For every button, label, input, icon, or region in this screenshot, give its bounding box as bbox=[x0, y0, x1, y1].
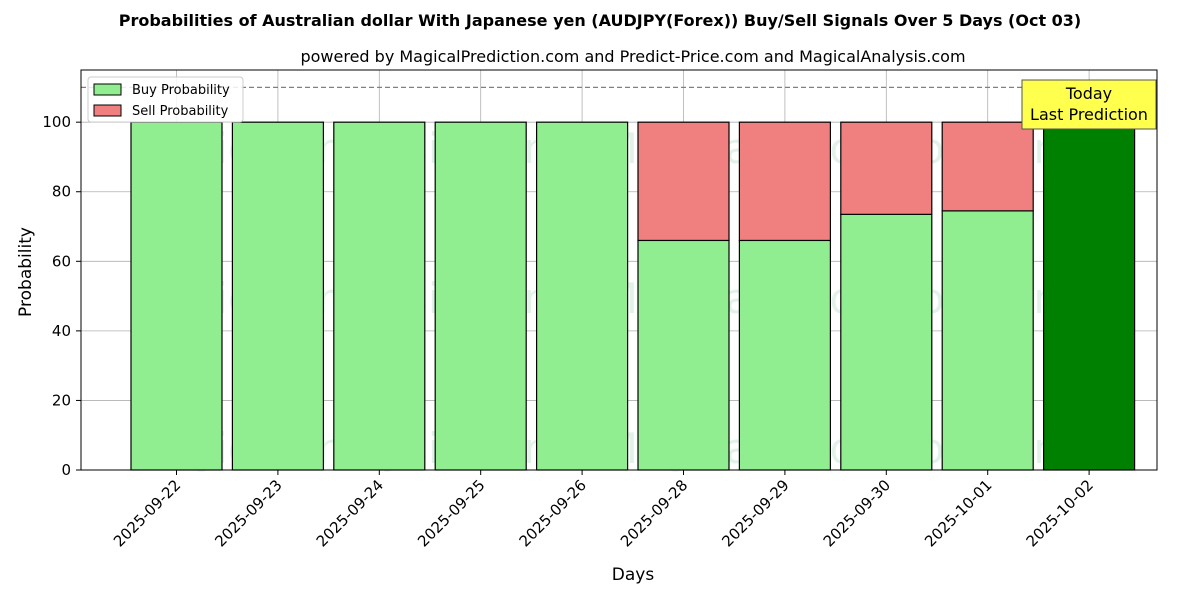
y-tick-label: 20 bbox=[52, 391, 71, 409]
bar-buy bbox=[434, 121, 527, 471]
annotation-text: Today bbox=[1065, 84, 1112, 103]
y-tick-label: 40 bbox=[52, 322, 71, 340]
x-tick-label: 2025-09-25 bbox=[414, 476, 488, 550]
legend: Buy Probability Sell Probability bbox=[87, 76, 244, 123]
x-tick-label: 2025-09-30 bbox=[820, 476, 894, 550]
y-tick-label: 60 bbox=[52, 252, 71, 270]
legend-label: Sell Probability bbox=[132, 104, 229, 119]
legend-box bbox=[87, 76, 244, 123]
bar-sell bbox=[637, 121, 730, 242]
bar-buy bbox=[738, 239, 832, 471]
plot-area: MagicalAnalysis.comMagicalPrediction.com… bbox=[42, 69, 1158, 550]
bar-sell bbox=[840, 121, 933, 215]
plot-frame bbox=[80, 69, 1158, 471]
x-axis-label: Days bbox=[612, 565, 655, 585]
today-annotation: Today Last Prediction bbox=[1021, 79, 1157, 130]
x-tick-label: 2025-09-22 bbox=[110, 476, 184, 550]
bar-buy bbox=[333, 121, 426, 471]
y-tick-label: 0 bbox=[61, 461, 71, 479]
x-tick-label: 2025-09-28 bbox=[617, 476, 691, 550]
y-tick-label: 80 bbox=[52, 183, 71, 201]
bar-buy bbox=[1042, 121, 1136, 471]
x-tick-label: 2025-09-26 bbox=[516, 476, 590, 550]
legend-swatch bbox=[93, 104, 122, 117]
annotation-box bbox=[1021, 79, 1157, 130]
bar-sell bbox=[941, 121, 1034, 212]
bar-sell bbox=[738, 121, 832, 242]
bar-buy bbox=[637, 239, 730, 471]
x-tick-label: 2025-10-01 bbox=[921, 476, 995, 550]
bar-buy bbox=[941, 210, 1034, 471]
annotation-text: Last Prediction bbox=[1030, 105, 1148, 124]
bar-buy bbox=[840, 213, 933, 471]
x-tick-label: 2025-09-29 bbox=[718, 476, 792, 550]
chart-subtitle: powered by MagicalPrediction.com and Pre… bbox=[300, 47, 965, 66]
bar-buy bbox=[535, 121, 629, 471]
legend-swatch bbox=[93, 83, 122, 96]
y-axis-label: Probability bbox=[16, 227, 36, 317]
bar-buy bbox=[130, 121, 223, 471]
x-tick-label: 2025-09-24 bbox=[313, 476, 387, 550]
chart-title: Probabilities of Australian dollar With … bbox=[119, 11, 1082, 30]
legend-label: Buy Probability bbox=[132, 83, 230, 98]
x-tick-label: 2025-10-02 bbox=[1023, 476, 1097, 550]
x-tick-label: 2025-09-23 bbox=[211, 476, 285, 550]
bar-buy bbox=[231, 121, 324, 471]
y-tick-label: 100 bbox=[42, 113, 71, 131]
